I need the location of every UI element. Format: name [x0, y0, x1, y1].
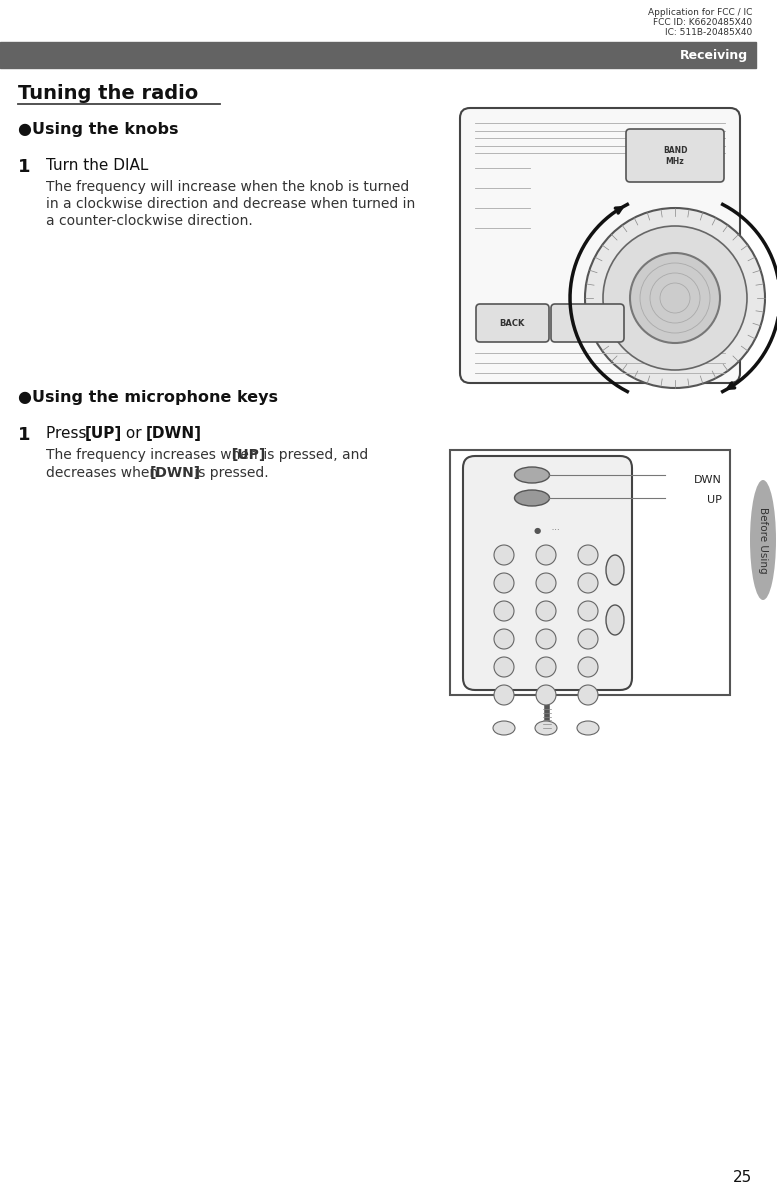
Text: ●    ···: ● ···: [535, 525, 559, 535]
Circle shape: [578, 685, 598, 706]
Text: BACK: BACK: [500, 319, 524, 327]
Text: Application for FCC / IC: Application for FCC / IC: [647, 8, 752, 17]
Ellipse shape: [606, 605, 624, 635]
Text: IC: 511B-20485X40: IC: 511B-20485X40: [665, 28, 752, 37]
Ellipse shape: [514, 468, 549, 483]
Text: 1: 1: [18, 157, 30, 175]
Text: [DWN]: [DWN]: [146, 426, 202, 441]
Circle shape: [578, 657, 598, 677]
Text: UP: UP: [707, 495, 722, 505]
Circle shape: [578, 573, 598, 593]
Text: The frequency increases when: The frequency increases when: [46, 448, 262, 462]
Circle shape: [603, 226, 747, 370]
Text: is pressed.: is pressed.: [190, 466, 269, 480]
Ellipse shape: [750, 480, 776, 600]
Text: or: or: [121, 426, 147, 441]
Circle shape: [536, 601, 556, 621]
Text: 25: 25: [733, 1170, 752, 1185]
Text: Press: Press: [46, 426, 92, 441]
Text: Turn the DIAL: Turn the DIAL: [46, 157, 148, 173]
Text: [DWN]: [DWN]: [150, 466, 201, 480]
Text: BAND
MHz: BAND MHz: [663, 147, 687, 166]
Ellipse shape: [535, 721, 557, 734]
Ellipse shape: [493, 721, 515, 734]
Text: [UP]: [UP]: [232, 448, 267, 462]
Text: Before Using: Before Using: [758, 507, 768, 573]
Circle shape: [536, 657, 556, 677]
Text: a counter-clockwise direction.: a counter-clockwise direction.: [46, 214, 253, 228]
Text: Receiving: Receiving: [680, 48, 748, 61]
FancyBboxPatch shape: [463, 456, 632, 690]
Circle shape: [536, 629, 556, 649]
FancyBboxPatch shape: [476, 304, 549, 343]
Circle shape: [585, 208, 765, 388]
Ellipse shape: [514, 490, 549, 506]
Text: ●Using the microphone keys: ●Using the microphone keys: [18, 389, 278, 405]
Bar: [0, 42, 756, 69]
Circle shape: [536, 573, 556, 593]
Circle shape: [494, 601, 514, 621]
Text: [UP]: [UP]: [85, 426, 122, 441]
FancyBboxPatch shape: [551, 304, 624, 343]
Ellipse shape: [577, 721, 599, 734]
Circle shape: [578, 629, 598, 649]
Ellipse shape: [606, 555, 624, 585]
Circle shape: [630, 252, 720, 343]
Circle shape: [494, 685, 514, 706]
Text: Tuning the radio: Tuning the radio: [18, 84, 198, 103]
Circle shape: [578, 601, 598, 621]
Text: ●Using the knobs: ●Using the knobs: [18, 121, 179, 137]
Circle shape: [494, 629, 514, 649]
Text: decreases when: decreases when: [46, 466, 162, 480]
Circle shape: [536, 685, 556, 706]
Text: FCC ID: K6620485X40: FCC ID: K6620485X40: [653, 18, 752, 26]
Circle shape: [494, 545, 514, 565]
Text: DWN: DWN: [694, 475, 722, 484]
Text: in a clockwise direction and decrease when turned in: in a clockwise direction and decrease wh…: [46, 197, 415, 212]
Circle shape: [578, 545, 598, 565]
FancyBboxPatch shape: [460, 108, 740, 383]
Bar: [450, 450, 730, 695]
Text: 1: 1: [18, 426, 30, 444]
Circle shape: [536, 545, 556, 565]
Text: is pressed, and: is pressed, and: [259, 448, 368, 462]
FancyBboxPatch shape: [626, 129, 724, 182]
Circle shape: [494, 657, 514, 677]
Text: The frequency will increase when the knob is turned: The frequency will increase when the kno…: [46, 180, 409, 194]
Circle shape: [494, 573, 514, 593]
